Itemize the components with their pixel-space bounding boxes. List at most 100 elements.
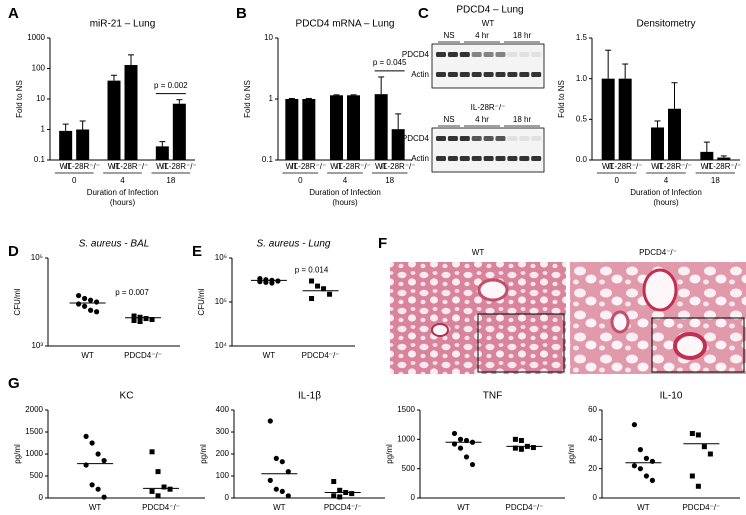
point — [267, 477, 273, 483]
y-tick-label: 0 — [225, 493, 230, 502]
point — [149, 488, 155, 494]
y-tick-label: 1000 — [25, 449, 43, 458]
point — [76, 292, 82, 299]
airway — [477, 278, 509, 302]
airway — [610, 310, 630, 334]
point — [512, 445, 518, 451]
x-tick-label: WT — [701, 162, 714, 171]
y-axis-label: pg/ml — [567, 444, 576, 464]
point — [327, 291, 333, 297]
chart-title: miR-21 – Lung — [90, 19, 156, 30]
x-tick-label: WT — [375, 162, 388, 171]
band — [447, 72, 458, 77]
band — [495, 72, 506, 77]
point — [457, 445, 464, 451]
point — [83, 433, 89, 439]
point — [643, 455, 650, 461]
band — [436, 52, 446, 57]
y-tick-label: 1000 — [27, 33, 45, 42]
band — [459, 72, 470, 77]
point — [279, 459, 285, 465]
group-label: 18 — [166, 176, 175, 185]
row-label: Actin — [411, 154, 429, 163]
point — [337, 487, 343, 493]
annotation: p = 0.045 — [373, 58, 407, 67]
group-label: 18 — [385, 176, 394, 185]
row-label: PDCD4 — [402, 134, 430, 143]
y-tick-label: 10⁴ — [215, 341, 228, 350]
x-tick-label: IL-28R⁻/⁻ — [65, 162, 100, 171]
point — [155, 493, 161, 499]
band — [507, 136, 518, 141]
x-tick-label: IL-28R⁻/⁻ — [657, 162, 692, 171]
point — [451, 430, 458, 437]
x-tick-label: PDCD4⁻/⁻ — [124, 351, 162, 360]
annotation: p = 0.007 — [115, 288, 149, 297]
chart-title: IL-10 — [660, 391, 683, 402]
lane-label: 4 hr — [475, 31, 489, 40]
point — [88, 297, 94, 303]
point — [695, 483, 701, 489]
x-tick-label: IL-28R⁻/⁻ — [706, 162, 741, 171]
point — [331, 479, 337, 484]
chart-title: Densitometry — [637, 19, 696, 30]
x-tick-label: IL-28R⁻/⁻ — [162, 162, 197, 171]
y-tick-label: 0.1 — [262, 155, 274, 164]
y-tick-label: 0.5 — [576, 114, 588, 123]
band — [531, 72, 542, 77]
band — [447, 52, 458, 57]
annotation: p = 0.014 — [295, 265, 329, 274]
blot-frame — [431, 43, 545, 89]
panel-label: B — [236, 5, 247, 22]
blot-title: IL-28R⁻/⁻ — [471, 103, 506, 112]
y-tick-label: 0 — [593, 493, 598, 502]
band — [459, 156, 470, 161]
chart-title: S. aureus - Lung — [257, 239, 331, 250]
y-axis-label: pg/ml — [13, 444, 22, 464]
band — [483, 136, 494, 141]
band — [531, 52, 542, 57]
point — [94, 299, 100, 305]
lane-label: NS — [443, 115, 454, 124]
blot-heading: PDCD4 – Lung — [456, 5, 523, 16]
vessel — [642, 268, 678, 312]
point — [161, 484, 167, 490]
point — [530, 445, 536, 451]
y-tick-label: 1000 — [397, 434, 415, 443]
bar — [107, 80, 121, 160]
y-tick-label: 0.1 — [34, 155, 46, 164]
point — [143, 316, 149, 322]
band — [531, 136, 542, 141]
point — [349, 491, 355, 497]
x-axis-label: (hours) — [110, 198, 136, 207]
point — [695, 432, 701, 438]
band — [483, 156, 494, 161]
y-tick-label: 1500 — [25, 427, 43, 436]
x-tick-label: WT — [286, 162, 299, 171]
y-axis-label: CFU/ml — [13, 288, 22, 315]
point — [131, 313, 137, 319]
point — [637, 447, 644, 453]
vessel — [673, 332, 707, 360]
y-tick-label: 1 — [269, 94, 274, 103]
group-label: 0 — [298, 176, 303, 185]
point — [331, 493, 337, 499]
point — [82, 303, 88, 309]
y-tick-label: 0.0 — [576, 155, 588, 164]
point — [463, 454, 470, 460]
y-tick-label: 40 — [588, 434, 597, 443]
y-tick-label: 500 — [402, 464, 416, 473]
x-tick-label: WT — [637, 503, 650, 512]
band — [507, 72, 518, 77]
x-tick-label: WT — [273, 503, 286, 512]
bar — [601, 78, 615, 160]
bar — [618, 78, 632, 160]
x-tick-label: PDCD4⁻/⁻ — [682, 503, 720, 512]
y-tick-label: 2000 — [25, 405, 43, 414]
x-tick-label: WT — [89, 503, 102, 512]
point — [149, 317, 155, 323]
y-tick-label: 300 — [216, 427, 230, 436]
lane-label: NS — [443, 31, 454, 40]
point — [155, 469, 161, 475]
point — [701, 444, 707, 450]
